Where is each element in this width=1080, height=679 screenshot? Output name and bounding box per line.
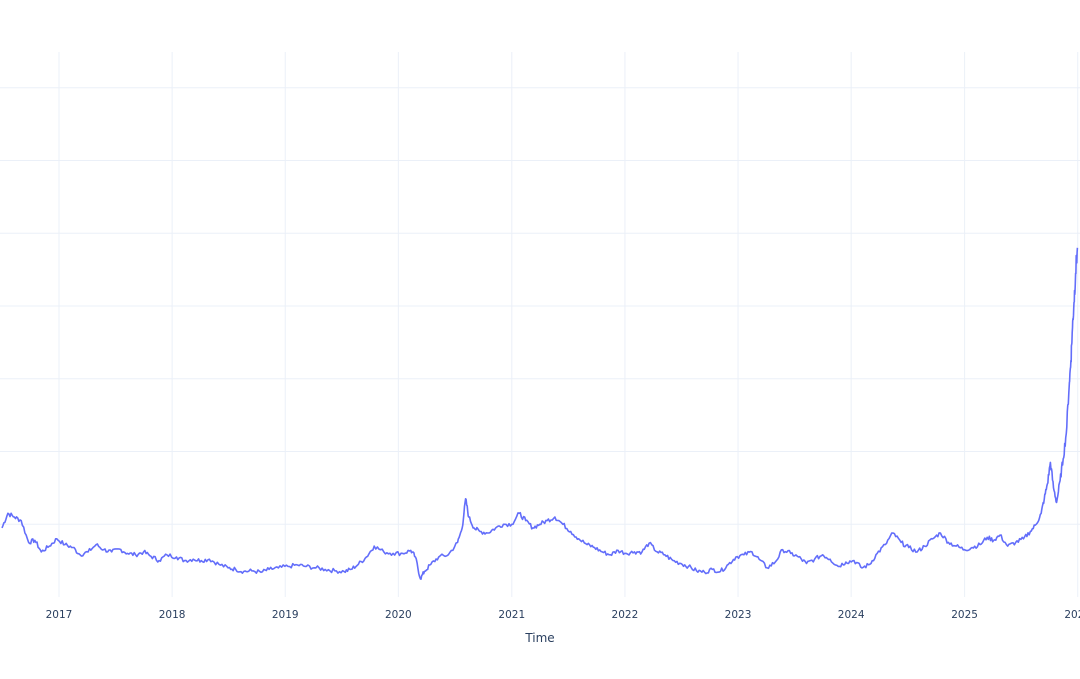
x-axis-title: Time — [524, 631, 554, 645]
x-tick-label-2026: 2026 — [1064, 609, 1080, 621]
series-line-0 — [1, 247, 1079, 580]
x-gridlines — [58, 52, 1079, 597]
x-tick-label-2020: 2020 — [385, 609, 412, 621]
x-tick-labels: 2017 2018 2019 2020 2021 2022 2023 2024 2025 2026 — [46, 609, 1080, 621]
x-tick-label-2025: 2025 — [951, 609, 978, 621]
y-gridlines — [0, 87, 1080, 525]
x-tick-label-2023: 2023 — [725, 609, 752, 621]
x-tick-label-2018: 2018 — [159, 609, 186, 621]
x-tick-label-2017: 2017 — [46, 609, 73, 621]
series-layer — [1, 247, 1079, 580]
x-tick-label-2022: 2022 — [612, 609, 639, 621]
x-tick-label-2019: 2019 — [272, 609, 299, 621]
x-tick-label-2024: 2024 — [838, 609, 865, 621]
x-tick-label-2021: 2021 — [498, 609, 525, 621]
